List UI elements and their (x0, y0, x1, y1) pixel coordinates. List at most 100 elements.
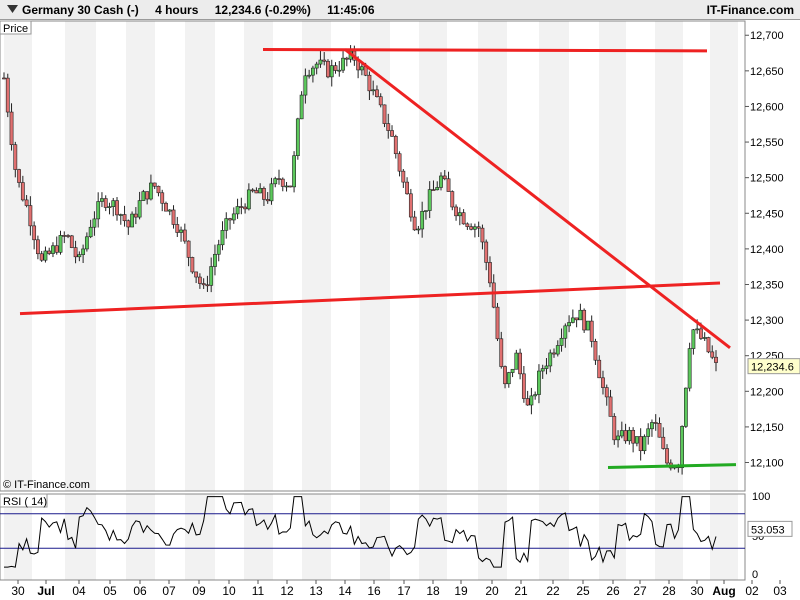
candle-body (390, 130, 394, 137)
y-tick-label: 12,550 (750, 137, 784, 149)
candle-body (311, 67, 315, 76)
candle-body (137, 200, 142, 218)
candle-body (586, 320, 590, 331)
candle-body (205, 284, 210, 287)
candle-body (171, 209, 176, 225)
candle-body (665, 448, 669, 464)
candle-body (476, 226, 481, 229)
x-tick-label: 13 (309, 584, 323, 598)
day-stripe (655, 494, 683, 580)
day-stripe (302, 21, 331, 491)
day-stripe (655, 21, 683, 491)
y-tick-label: 12,100 (750, 458, 784, 470)
candle-body (714, 356, 718, 363)
candle-body (62, 235, 67, 237)
day-stripe (126, 494, 155, 580)
candle-body (66, 235, 70, 237)
rsi-level-label: 0 (752, 569, 758, 581)
candle-body (623, 430, 628, 442)
candle-body (156, 185, 161, 194)
x-tick-label: 18 (426, 584, 440, 598)
candle-body (111, 200, 116, 207)
candle-body (2, 77, 6, 80)
candle-body (710, 351, 715, 358)
trendline-bottom-support (607, 463, 737, 469)
candle-body (5, 77, 10, 113)
candle-body (51, 245, 55, 254)
candle-body (254, 190, 259, 194)
candle-body (284, 185, 289, 188)
day-stripe (185, 494, 215, 580)
candle-body (250, 189, 255, 192)
x-tick-label: 03 (773, 584, 787, 598)
candle-body (81, 248, 86, 255)
candle-body (555, 345, 560, 355)
candle-body (680, 426, 684, 469)
candle-body (318, 59, 323, 65)
candle-body (152, 182, 157, 187)
candle-body (412, 216, 417, 231)
y-tick-label: 12,700 (750, 30, 784, 42)
candle-body (307, 74, 312, 77)
x-tick-label: 30 (11, 584, 25, 598)
candle-body (661, 436, 666, 449)
candle-body (491, 282, 496, 308)
candle-body (186, 240, 191, 258)
candle-body (220, 230, 225, 246)
candle-body (442, 175, 447, 180)
y-tick-label: 12,150 (750, 422, 784, 434)
candle-body (235, 206, 240, 215)
x-tick-label: 05 (103, 584, 117, 598)
candle-body (416, 228, 421, 231)
candle-body (167, 209, 172, 212)
candle-body (382, 104, 387, 124)
candle-body (149, 182, 153, 200)
candle-body (239, 206, 244, 208)
trendline-descending (344, 48, 731, 350)
candle-body (706, 337, 711, 353)
candle-body (401, 170, 406, 183)
candle-body (17, 169, 21, 183)
day-stripe (419, 21, 447, 491)
last-price-label: 12,234.6 (751, 362, 794, 374)
candle-body (197, 276, 202, 284)
rsi-panel-frame (0, 493, 746, 581)
candle-body (269, 183, 274, 202)
rsi-value-label: 53.053 (751, 524, 785, 536)
candle-body (431, 189, 436, 191)
y-tick-label: 12,200 (750, 386, 784, 398)
candle-body (484, 241, 489, 263)
day-stripe (478, 21, 507, 491)
price-label-box (0, 20, 32, 35)
candle-body (506, 372, 511, 385)
x-tick-label: 20 (485, 584, 499, 598)
candle-body (54, 245, 59, 253)
timeframe-label[interactable]: 4 hours (155, 3, 199, 17)
candle-body (435, 187, 440, 191)
candle-body (638, 436, 643, 452)
candle-body (194, 271, 199, 278)
candle-body (510, 368, 515, 373)
candle-body (73, 247, 78, 258)
candle-body (454, 206, 458, 217)
candle-body (216, 244, 221, 255)
candle-body (461, 212, 466, 225)
candle-body (39, 253, 44, 261)
candle-body (9, 111, 14, 146)
day-stripe (244, 21, 273, 491)
candle-body (43, 250, 48, 261)
candle-body (164, 202, 168, 212)
time-label: 11:45:06 (327, 3, 375, 17)
candle-body (371, 89, 376, 92)
y-tick-label: 12,600 (750, 101, 784, 113)
candle-body (107, 206, 112, 208)
candle-body (563, 325, 568, 339)
candle-body (533, 394, 538, 397)
x-tick-label: 04 (72, 584, 86, 598)
candle-body (326, 60, 330, 78)
menu-icon[interactable] (7, 5, 18, 15)
brand-label[interactable]: IT-Finance.com (706, 3, 794, 17)
candle-body (653, 422, 658, 424)
candle-body (77, 254, 82, 258)
